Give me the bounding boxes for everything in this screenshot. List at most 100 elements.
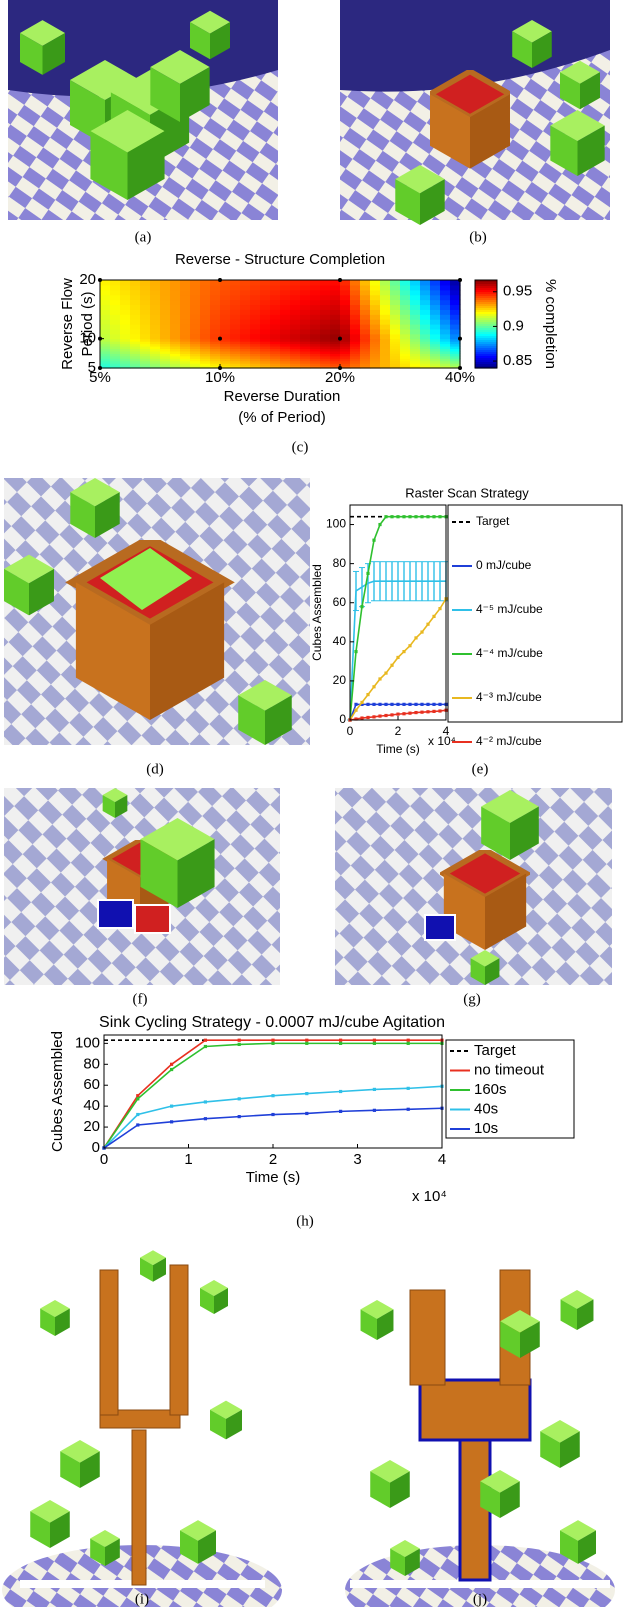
heat-cell — [350, 309, 361, 314]
data-point — [238, 1043, 241, 1046]
heat-cell — [260, 319, 271, 324]
chart-title: Raster Scan Strategy — [405, 485, 529, 500]
heat-cell — [390, 285, 401, 290]
data-point — [426, 623, 429, 626]
heat-cell — [240, 285, 251, 290]
heat-cell — [300, 295, 311, 300]
heat-cell — [340, 304, 351, 309]
heat-cell — [310, 329, 321, 334]
heat-cell — [360, 295, 371, 300]
caption: (f) — [133, 991, 148, 1007]
heat-cell — [200, 304, 211, 309]
data-point — [204, 1117, 207, 1120]
heat-cell — [360, 319, 371, 324]
data-point — [414, 515, 417, 518]
heat-cell — [370, 319, 381, 324]
legend-label: 4⁻⁵ mJ/cube — [476, 602, 543, 616]
heat-cell — [280, 280, 291, 285]
heat-cell — [120, 295, 131, 300]
heat-cell — [280, 329, 291, 334]
heat-cell — [330, 300, 341, 305]
heat-cell — [380, 314, 391, 319]
heat-cell — [390, 324, 401, 329]
heat-cell — [160, 295, 171, 300]
heat-cell — [260, 334, 271, 339]
heat-cell — [200, 309, 211, 314]
heat-cell — [170, 314, 181, 319]
data-point — [238, 1097, 241, 1100]
heat-cell — [270, 295, 281, 300]
heat-cell — [420, 304, 431, 309]
heat-cell — [370, 295, 381, 300]
heat-cell — [220, 314, 231, 319]
heat-cell — [180, 329, 191, 334]
heat-cell — [430, 285, 441, 290]
heat-cell — [210, 314, 221, 319]
heat-cell — [190, 280, 201, 285]
data-point — [238, 1039, 241, 1042]
colorbar-label: % completion — [542, 279, 559, 369]
heat-cell — [390, 290, 401, 295]
y-tick-label: 0 — [92, 1139, 100, 1156]
heat-cell — [110, 290, 121, 295]
heat-cell — [310, 300, 321, 305]
heat-cell — [360, 285, 371, 290]
data-point — [390, 713, 393, 716]
plot-area — [350, 505, 446, 720]
data-point — [339, 1042, 342, 1045]
heat-cell — [170, 329, 181, 334]
heat-cell — [140, 309, 151, 314]
scene-g — [335, 788, 612, 985]
x-axis-label: Reverse Duration — [224, 388, 341, 405]
data-point — [339, 1110, 342, 1113]
heat-cell — [110, 309, 121, 314]
heat-cell — [360, 290, 371, 295]
heat-cell — [390, 295, 401, 300]
heat-cell — [370, 329, 381, 334]
heat-cell — [190, 304, 201, 309]
heat-cell — [240, 300, 251, 305]
data-point — [407, 1087, 410, 1090]
scene-a — [8, 0, 278, 220]
heat-cell — [410, 304, 421, 309]
heat-cell — [210, 300, 221, 305]
heat-cell — [120, 334, 131, 339]
heat-cell — [390, 334, 401, 339]
data-point — [420, 703, 423, 706]
heat-cell — [430, 290, 441, 295]
heat-cell — [320, 324, 331, 329]
heat-cell — [340, 324, 351, 329]
heat-cell — [130, 309, 141, 314]
data-point — [204, 1100, 207, 1103]
heat-cell — [420, 309, 431, 314]
data-point — [271, 1039, 274, 1042]
heat-cell — [310, 314, 321, 319]
data-point — [438, 515, 441, 518]
data-point — [414, 703, 417, 706]
heat-cell — [400, 324, 411, 329]
legend-label: 10s — [474, 1120, 498, 1137]
heat-cell — [440, 319, 451, 324]
heat-cell — [110, 295, 121, 300]
heat-cell — [130, 295, 141, 300]
heat-cell — [400, 319, 411, 324]
heat-cell — [280, 290, 291, 295]
legend-label: 4⁻² mJ/cube — [476, 734, 542, 748]
heat-cell — [130, 290, 141, 295]
heat-cell — [400, 304, 411, 309]
legend-label: Target — [476, 514, 510, 528]
heat-cell — [270, 314, 281, 319]
heat-cell — [380, 285, 391, 290]
heat-cell — [140, 280, 151, 285]
legend-label: Target — [474, 1042, 517, 1059]
heat-cell — [140, 290, 151, 295]
heat-cell — [370, 290, 381, 295]
heat-cell — [360, 300, 371, 305]
heat-cell — [150, 334, 161, 339]
y-tick-label: 20 — [83, 1118, 100, 1135]
heat-cell — [240, 290, 251, 295]
heat-cell — [450, 295, 461, 300]
heat-cell — [170, 304, 181, 309]
heat-cell — [170, 324, 181, 329]
caption: (d) — [146, 761, 164, 777]
